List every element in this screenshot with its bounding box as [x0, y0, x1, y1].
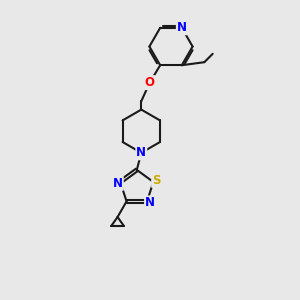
Text: N: N	[177, 21, 187, 34]
Text: S: S	[152, 174, 160, 187]
Text: N: N	[136, 146, 146, 159]
Text: O: O	[145, 76, 155, 89]
Text: N: N	[145, 196, 155, 209]
Text: N: N	[113, 177, 123, 190]
